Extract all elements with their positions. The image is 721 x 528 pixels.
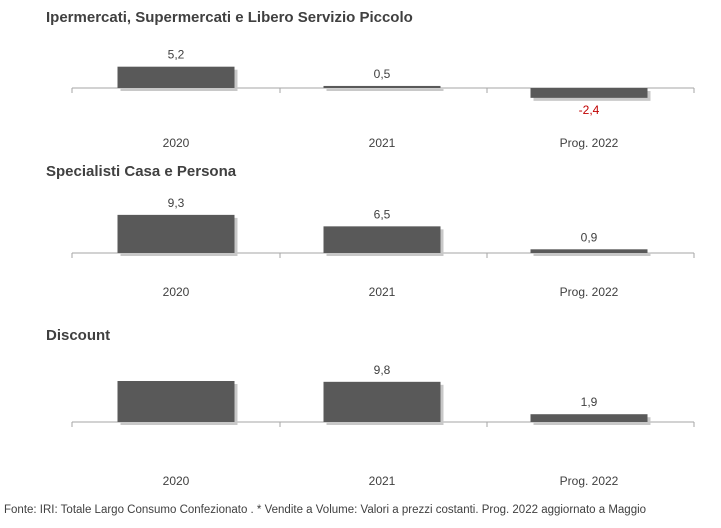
bar xyxy=(530,414,648,422)
bar xyxy=(530,88,648,98)
x-tick-label: Prog. 2022 xyxy=(560,136,619,150)
bar-shadow xyxy=(326,88,444,91)
bar xyxy=(323,85,441,88)
data-label: -2,4 xyxy=(579,103,600,117)
data-label: 9,8 xyxy=(374,363,391,377)
bar xyxy=(117,381,235,422)
x-tick-label: Prog. 2022 xyxy=(560,474,619,488)
chart-title: Discount xyxy=(46,327,110,344)
chart-title: Specialisti Casa e Persona xyxy=(46,163,237,180)
bar xyxy=(530,249,648,253)
data-label: 6,5 xyxy=(374,207,391,221)
data-label: 0,9 xyxy=(581,230,598,244)
chart-title: Ipermercati, Supermercati e Libero Servi… xyxy=(46,9,413,26)
bar-shadow xyxy=(533,252,651,256)
x-tick-label: 2020 xyxy=(163,474,190,488)
x-tick-label: 2021 xyxy=(369,136,396,150)
source-footnote: Fonte: IRI: Totale Largo Consumo Confezi… xyxy=(4,504,647,516)
x-tick-label: 2021 xyxy=(369,285,396,299)
bar xyxy=(117,214,235,253)
data-label: 9,3 xyxy=(168,196,185,210)
x-tick-label: 2021 xyxy=(369,474,396,488)
x-tick-label: 2020 xyxy=(163,136,190,150)
data-label: 1,9 xyxy=(581,395,598,409)
data-label: 5,2 xyxy=(168,48,185,62)
data-label: 0,5 xyxy=(374,67,391,81)
x-tick-label: Prog. 2022 xyxy=(560,285,619,299)
bar xyxy=(117,66,235,88)
bar xyxy=(323,381,441,422)
x-tick-label: 2020 xyxy=(163,285,190,299)
bar xyxy=(323,226,441,253)
